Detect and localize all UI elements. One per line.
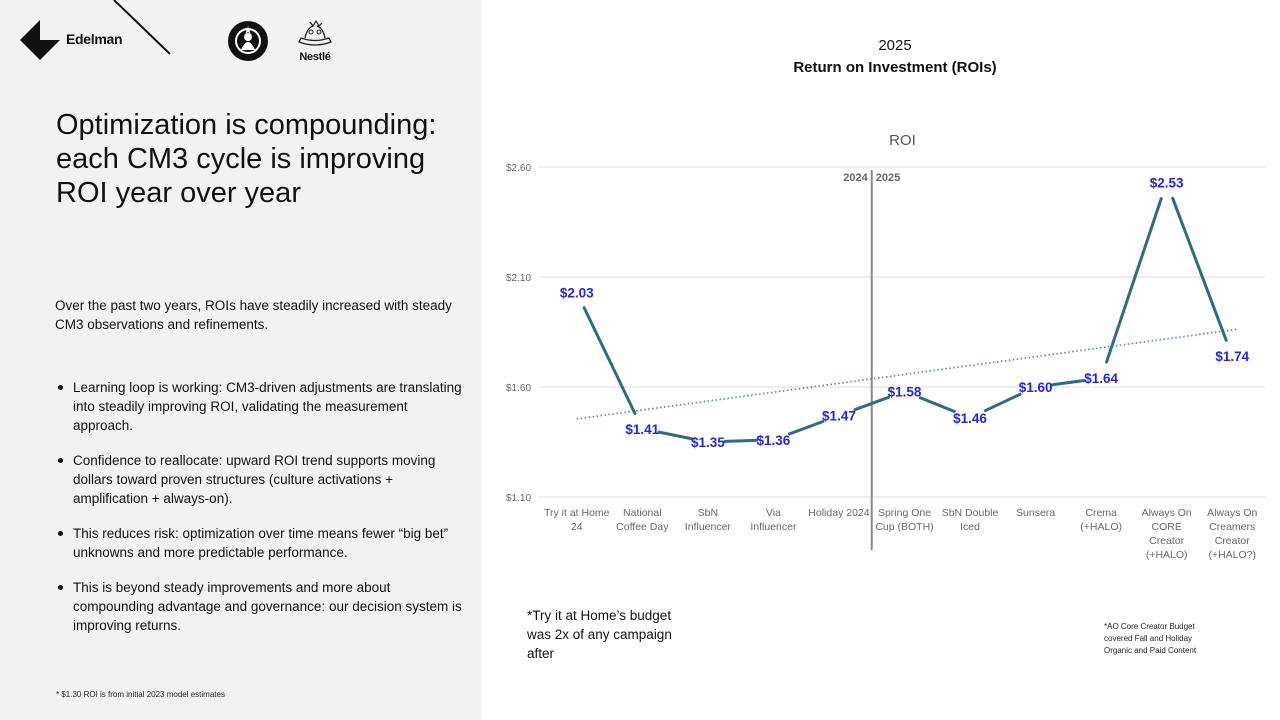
- x-category-label: Holiday 2024: [808, 507, 869, 519]
- x-category-label: Via Influencer: [750, 507, 797, 533]
- divider-label-2024: 2024: [843, 172, 868, 184]
- series-line-segment: [853, 395, 891, 412]
- x-category-label-line: (+HALO?): [1208, 549, 1256, 561]
- edelman-logo: Edelman: [18, 18, 178, 60]
- x-category-label-line: Creator: [1215, 535, 1251, 547]
- data-label: $2.03: [560, 285, 594, 300]
- x-category-label: SbN Influencer: [685, 507, 732, 533]
- data-label: $1.41: [625, 422, 659, 437]
- intro-paragraph: Over the past two years, ROIs have stead…: [55, 298, 452, 332]
- y-tick-label: $1.60: [506, 383, 531, 394]
- divider-slash: [113, 0, 171, 55]
- bullet-item: This is beyond steady improvements and m…: [55, 578, 470, 635]
- y-tick-label: $2.10: [506, 273, 531, 284]
- x-category-label-line: Always On: [1207, 507, 1257, 519]
- bullet-list: Learning loop is working: CM3-driven adj…: [55, 378, 470, 651]
- x-category-label-line: 24: [571, 521, 583, 533]
- x-category-label-line: Creamers: [1209, 521, 1255, 533]
- data-label: $1.46: [953, 411, 987, 426]
- data-label: $1.74: [1215, 349, 1249, 364]
- data-label: $1.64: [1084, 371, 1118, 386]
- x-category-label-line: (+HALO): [1080, 521, 1122, 533]
- x-category-label: Always On Creamers Creator (+HALO?): [1207, 507, 1257, 561]
- x-category-label-line: CORE: [1152, 521, 1182, 533]
- x-category-label-line: Holiday 2024: [808, 507, 869, 519]
- x-category-label: Spring One Cup (BOTH): [875, 507, 933, 533]
- x-category-label: Sunsera: [1016, 507, 1055, 519]
- nestle-wordmark: Nestlé: [299, 51, 331, 63]
- x-category-label: Always On CORE Creator (+HALO): [1142, 507, 1192, 561]
- series-line-segment: [918, 396, 956, 413]
- y-tick-label: $2.60: [506, 163, 531, 174]
- x-category-label-line: Coffee Day: [616, 521, 669, 533]
- series-line-segment: [787, 419, 825, 436]
- edelman-wordmark: Edelman: [66, 31, 123, 47]
- data-label: $2.53: [1150, 175, 1184, 190]
- budget-note: *Try it at Home’s budget was 2x of any c…: [527, 608, 672, 661]
- x-category-label-line: Via: [766, 507, 781, 519]
- x-category-label-line: Iced: [960, 521, 980, 533]
- series-line-segment: [983, 392, 1022, 413]
- series-line-segment: [582, 306, 637, 415]
- x-category-label-line: National: [623, 507, 662, 519]
- x-category-label: Try it at Home 24: [544, 507, 610, 533]
- series-line-segment: [723, 438, 758, 443]
- x-category-label-line: Crema: [1085, 507, 1117, 519]
- x-category-label: Crema (+HALO): [1080, 507, 1122, 533]
- chart-title: ROI: [889, 132, 916, 149]
- footnote-roi-estimate: * $1.30 ROI is from initial 2023 model e…: [56, 690, 225, 699]
- series-line-segment: [657, 430, 693, 441]
- chart-year: 2025: [878, 37, 912, 54]
- page-title: Optimization is compounding: each CM3 cy…: [56, 109, 437, 209]
- nestle-nest-icon: [298, 19, 332, 46]
- nestle-logo: Nestlé: [293, 18, 337, 63]
- divider-label-2025: 2025: [876, 172, 900, 184]
- x-category-label-line: Always On: [1142, 507, 1192, 519]
- series-line-segment: [1171, 196, 1228, 342]
- x-category-label-line: Influencer: [750, 521, 797, 533]
- x-category-label-line: Creator: [1149, 535, 1185, 547]
- bullet-item: Learning loop is working: CM3-driven adj…: [55, 378, 470, 435]
- roi-line-chart: ROI $2.60 $2.10 $1.60 $1.10 2024 2025 $2.03 $1.4…: [506, 132, 1265, 561]
- x-category-label: National Coffee Day: [616, 507, 669, 533]
- x-category-label-line: Sunsera: [1016, 507, 1055, 519]
- data-label: $1.36: [757, 433, 791, 448]
- x-category-label-line: Try it at Home: [544, 507, 610, 519]
- starbucks-logo-icon: [228, 21, 268, 61]
- data-label: $1.58: [888, 384, 922, 399]
- x-category-label-line: Spring One: [878, 507, 931, 519]
- x-category-label-line: (+HALO): [1146, 549, 1188, 561]
- x-category-label-line: SbN: [698, 507, 718, 519]
- bullet-item: This reduces risk: optimization over tim…: [55, 524, 470, 562]
- x-category-label-line: SbN Double: [942, 507, 999, 519]
- left-panel: Edelman Nestlé Optimization is compoundi…: [0, 0, 481, 720]
- series-line-segment: [1105, 197, 1163, 364]
- trendline: [576, 328, 1239, 420]
- data-label: $1.35: [691, 435, 725, 450]
- x-category-label-line: Cup (BOTH): [875, 521, 933, 533]
- y-tick-label: $1.10: [506, 493, 531, 504]
- x-category-label: SbN Double Iced: [942, 507, 999, 533]
- edelman-mark-icon: [20, 20, 60, 60]
- data-label: $1.60: [1019, 380, 1053, 395]
- data-label: $1.47: [822, 409, 856, 424]
- series-line-segment: [1050, 378, 1086, 387]
- bullet-item: Confidence to reallocate: upward ROI tre…: [55, 451, 470, 508]
- x-category-label-line: Influencer: [685, 521, 732, 533]
- ao-creator-note: *AO Core Creator Budget covered Fall and…: [1104, 622, 1197, 655]
- chart-heading: Return on Investment (ROIs): [793, 59, 997, 76]
